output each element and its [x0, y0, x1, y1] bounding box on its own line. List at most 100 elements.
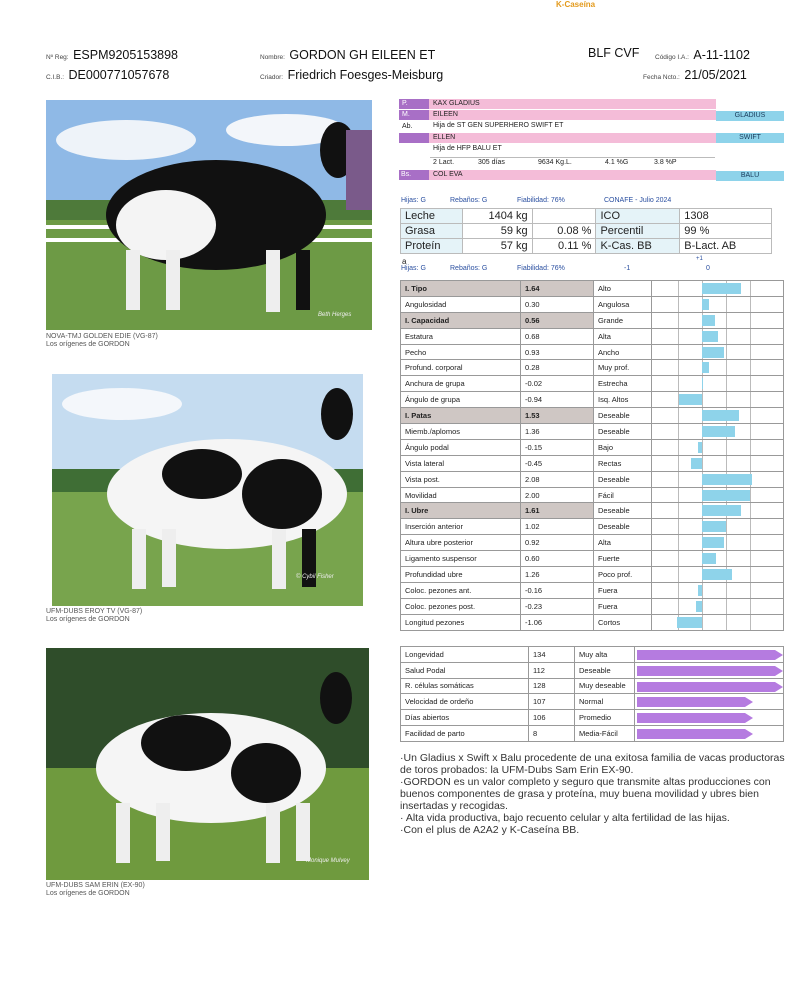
trait-name: Miemb./aplomos	[400, 423, 521, 440]
trait-desc: Alta	[593, 327, 652, 345]
trait-name: I. Patas	[400, 407, 521, 425]
trait-name: Ángulo podal	[400, 438, 521, 456]
scale-gridline	[750, 551, 751, 567]
trait-bar	[702, 537, 725, 549]
linear-row: Ligamento suspensor 0.60 Fuerte	[400, 550, 784, 568]
trait-value: -1.06	[520, 613, 594, 631]
trait-bar-cell	[651, 423, 784, 440]
scale-gridline	[678, 376, 679, 392]
photo-1-caption: NOVA-TMJ GOLDEN EDIE (VG-87)	[46, 333, 158, 340]
trait-name: Movilidad	[400, 486, 521, 504]
trait-value: 2.08	[520, 470, 594, 488]
photo-2-credit: © Cybil Fisher	[296, 574, 334, 580]
leaf-logo-icon	[338, 0, 356, 4]
func-trait: R. células somáticas	[400, 677, 529, 695]
scale-zero: 0	[706, 265, 710, 272]
scale-gridline	[702, 614, 703, 630]
functional-row: Salud Podal 112 Deseable	[400, 661, 784, 679]
scale-gridline	[702, 376, 703, 392]
photo-3-credit: Monique Mulvey	[306, 858, 350, 864]
trait-bar	[702, 521, 727, 533]
scale-gridline	[750, 614, 751, 630]
bs-name: COL EVA	[433, 171, 463, 178]
linear-row: I. Ubre 1.61 Deseable	[400, 502, 784, 520]
trait-value: 1.64	[520, 280, 594, 297]
linear-row: Longitud pezones -1.06 Cortos	[400, 613, 784, 631]
trait-desc: Grande	[593, 311, 652, 329]
scale-gridline	[678, 424, 679, 439]
func-desc: Promedio	[574, 709, 635, 726]
scale-gridline	[726, 360, 727, 376]
scale-gridline	[678, 455, 679, 471]
trait-bar-cell	[651, 566, 784, 583]
scale-gridline	[750, 598, 751, 614]
bs-label: Bs.	[401, 171, 412, 178]
func-trait: Salud Podal	[400, 661, 529, 679]
bull-description: ·Un Gladius x Swift x Balu procedente de…	[400, 752, 785, 836]
scale-gridline	[726, 344, 727, 360]
trait-value: 0.92	[520, 534, 594, 552]
scale-gridline	[750, 519, 751, 535]
func-trait: Facilidad de parto	[400, 724, 529, 742]
trait-bar-cell	[651, 343, 784, 361]
linear-row: Profundidad ubre 1.26 Poco prof.	[400, 566, 784, 583]
functional-row: R. células somáticas 128 Muy deseable	[400, 677, 784, 695]
trait-desc: Fuera	[593, 597, 652, 615]
linear-row: Coloc. pezones post. -0.23 Fuera	[400, 597, 784, 615]
scale-gridline	[702, 598, 703, 614]
trait-bar-cell	[651, 391, 784, 409]
scale-gridline	[678, 344, 679, 360]
production-table: Leche 1404 kg ICO 1308 Grasa 59 kg 0.08 …	[400, 208, 772, 254]
trait-name: Vista lateral	[400, 454, 521, 472]
scale-gridline	[702, 392, 703, 408]
trait-bar	[676, 616, 702, 628]
trait-bar-cell	[651, 359, 784, 377]
photo-3-subcaption: Los orígenes de GORDON	[46, 890, 130, 897]
trait-bar	[691, 457, 702, 469]
func-desc: Media-Fácil	[574, 724, 635, 742]
trait-desc: Alto	[593, 280, 652, 297]
scale-gridline	[726, 376, 727, 392]
prod-fiabilidad: Fiabilidad: 76%	[517, 197, 565, 204]
trait-desc: Alta	[593, 534, 652, 552]
ab-label: Ab.	[402, 123, 413, 130]
scale-gridline	[726, 312, 727, 328]
func-arrow-cell	[634, 693, 784, 711]
trait-bar-cell	[651, 613, 784, 631]
functional-row: Días abiertos 106 Promedio	[400, 709, 784, 726]
trait-value: 1.02	[520, 518, 594, 536]
blf-status: BLF CVF	[588, 46, 640, 60]
prod-hijas: Hijas: G	[401, 197, 426, 204]
trait-desc: Fuera	[593, 581, 652, 599]
scale-gridline	[726, 439, 727, 455]
scale-gridline	[702, 455, 703, 471]
trait-name: Estatura	[400, 327, 521, 345]
trait-name: Ligamento suspensor	[400, 550, 521, 568]
scale-gridline	[678, 567, 679, 582]
scale-gridline	[678, 312, 679, 328]
trait-desc: Ancho	[593, 343, 652, 361]
trait-bar-cell	[651, 502, 784, 520]
bs-tag: BALU	[716, 171, 784, 181]
trait-value: -0.94	[520, 391, 594, 409]
scale-gridline	[750, 392, 751, 408]
desc-line: ·Con el plus de A2A2 y K-Caseína BB.	[400, 824, 580, 836]
scale-gridline	[678, 551, 679, 567]
desc-line: ·Un Gladius x Swift x Balu procedente de…	[400, 752, 785, 776]
scale-gridline	[678, 535, 679, 551]
trait-bar-cell	[651, 486, 784, 504]
cib-number: C.I.B.: DE000771057678	[46, 68, 170, 82]
trait-bar-cell	[651, 550, 784, 568]
functional-traits-table: Longevidad 134 Muy alta Salud Podal 112 Desea…	[400, 646, 784, 742]
linear-row: Movilidad 2.00 Fácil	[400, 486, 784, 504]
ellen-name: ELLEN	[433, 134, 456, 141]
prod-rebanos: Rebaños: G	[450, 197, 488, 204]
scale-gridline	[750, 567, 751, 582]
scale-gridline	[726, 614, 727, 630]
trait-value: -0.23	[520, 597, 594, 615]
cow-photo-2	[52, 374, 363, 606]
trait-name: I. Ubre	[400, 502, 521, 520]
linear-row: I. Capacidad 0.56 Grande	[400, 311, 784, 329]
linear-row: Inserción anterior 1.02 Deseable	[400, 518, 784, 536]
trait-value: 1.61	[520, 502, 594, 520]
